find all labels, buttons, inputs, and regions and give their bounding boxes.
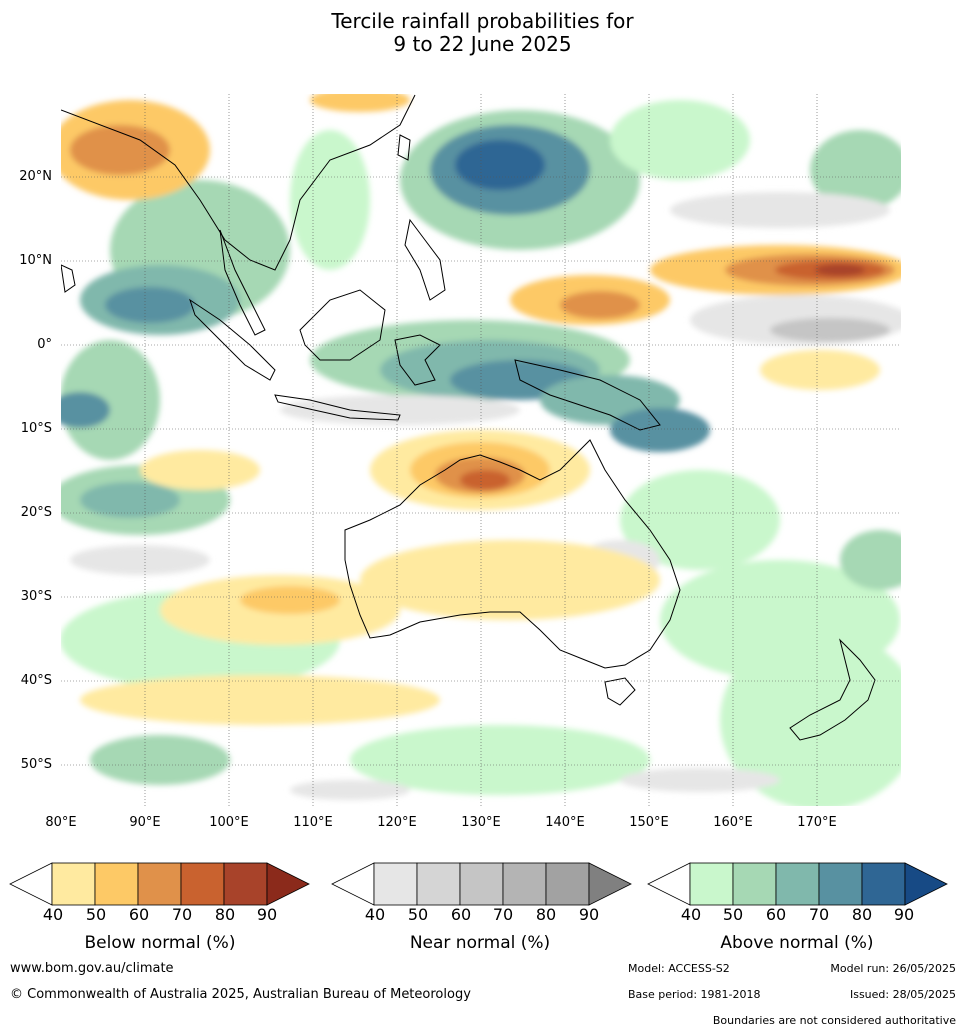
above-over-arrow — [904, 862, 948, 906]
below-segment-50 — [94, 862, 139, 906]
lat-tick-10s: 10°S — [20, 421, 52, 436]
lon-tick-110e: 110°E — [293, 815, 333, 830]
above-segment-50 — [732, 862, 777, 906]
below-tick-40: 40 — [42, 905, 64, 924]
below-segment-70 — [180, 862, 225, 906]
below-segment-60 — [137, 862, 182, 906]
below-tick-70: 70 — [171, 905, 193, 924]
near-segment-70 — [502, 862, 547, 906]
lat-tick-0: 0° — [37, 337, 52, 352]
java-coast — [274, 394, 401, 421]
australia-coast — [344, 439, 681, 669]
near-segment-40 — [373, 862, 418, 906]
lon-tick-140e: 140°E — [545, 815, 585, 830]
model-name: Model: ACCESS-S2 — [628, 962, 730, 975]
below-under-arrow — [9, 862, 53, 906]
lat-tick-30s: 30°S — [20, 589, 52, 604]
near-segment-80 — [545, 862, 590, 906]
sumatra-coast — [189, 298, 276, 381]
lon-tick-120e: 120°E — [377, 815, 417, 830]
near-tick-60: 60 — [450, 905, 472, 924]
near-tick-80: 80 — [535, 905, 557, 924]
above-normal-label: Above normal (%) — [720, 933, 874, 953]
lon-tick-150e: 150°E — [629, 815, 669, 830]
model-run: Model run: 26/05/2025 — [830, 962, 956, 975]
lon-tick-130e: 130°E — [461, 815, 501, 830]
below-tick-60: 60 — [128, 905, 150, 924]
near-segment-60 — [459, 862, 504, 906]
asia-coast — [61, 94, 416, 271]
below-segment-40 — [51, 862, 96, 906]
sulawesi-coast — [394, 334, 441, 386]
below-normal-field — [61, 94, 901, 725]
lon-tick-170e: 170°E — [797, 815, 837, 830]
near-tick-40: 40 — [364, 905, 386, 924]
lon-tick-80e: 80°E — [45, 815, 77, 830]
above-tick-40: 40 — [680, 905, 702, 924]
lat-tick-20n: 20°N — [19, 169, 52, 184]
below-segment-80 — [223, 862, 268, 906]
issued-date: Issued: 28/05/2025 — [849, 988, 956, 1001]
philippines-coast — [404, 218, 446, 301]
below-tick-80: 80 — [214, 905, 236, 924]
above-normal-colorbar — [647, 862, 948, 906]
taiwan-coast — [397, 134, 411, 161]
borneo-coast — [299, 289, 386, 361]
title-line-1: Tercile rainfall probabilities for — [331, 9, 634, 33]
above-tick-90: 90 — [893, 905, 915, 924]
lon-tick-160e: 160°E — [713, 815, 753, 830]
lat-tick-40s: 40°S — [20, 673, 52, 688]
lat-tick-10n: 10°N — [19, 253, 52, 268]
lat-tick-20s: 20°S — [20, 505, 52, 520]
below-normal-label: Below normal (%) — [84, 933, 236, 953]
lat-tick-50s: 50°S — [20, 757, 52, 772]
above-segment-70 — [818, 862, 863, 906]
near-normal-colorbar — [331, 862, 632, 906]
new-zealand-coast — [789, 638, 876, 741]
rainfall-map — [61, 94, 901, 806]
above-tick-70: 70 — [808, 905, 830, 924]
below-tick-50: 50 — [85, 905, 107, 924]
above-under-arrow — [647, 862, 691, 906]
sri-lanka-coast — [61, 264, 76, 293]
lon-tick-90e: 90°E — [129, 815, 161, 830]
base-period: Base period: 1981-2018 — [628, 988, 761, 1001]
new-guinea-coast — [514, 359, 661, 431]
malay-peninsula-coast — [219, 229, 266, 336]
title-line-2: 9 to 22 June 2025 — [393, 32, 572, 56]
coastlines — [61, 94, 876, 741]
map-title: Tercile rainfall probabilities for 9 to … — [0, 10, 965, 56]
lon-tick-100e: 100°E — [209, 815, 249, 830]
above-segment-40 — [689, 862, 734, 906]
near-tick-90: 90 — [578, 905, 600, 924]
colorbars — [9, 862, 948, 906]
boundaries-disclaimer: Boundaries are not considered authoritat… — [712, 1014, 956, 1027]
near-segment-50 — [416, 862, 461, 906]
above-tick-60: 60 — [765, 905, 787, 924]
copyright: © Commonwealth of Australia 2025, Austra… — [10, 987, 471, 1002]
below-over-arrow — [266, 862, 310, 906]
near-over-arrow — [588, 862, 632, 906]
gridlines — [61, 94, 901, 806]
tasmania-coast — [604, 677, 636, 706]
above-segment-60 — [775, 862, 820, 906]
above-tick-50: 50 — [722, 905, 744, 924]
near-normal-label: Near normal (%) — [409, 933, 551, 953]
near-tick-50: 50 — [407, 905, 429, 924]
near-tick-70: 70 — [492, 905, 514, 924]
near-under-arrow — [331, 862, 375, 906]
bom-url: www.bom.gov.au/climate — [10, 961, 174, 976]
above-segment-80 — [861, 862, 906, 906]
below-normal-colorbar — [9, 862, 310, 906]
above-tick-80: 80 — [851, 905, 873, 924]
below-tick-90: 90 — [256, 905, 278, 924]
